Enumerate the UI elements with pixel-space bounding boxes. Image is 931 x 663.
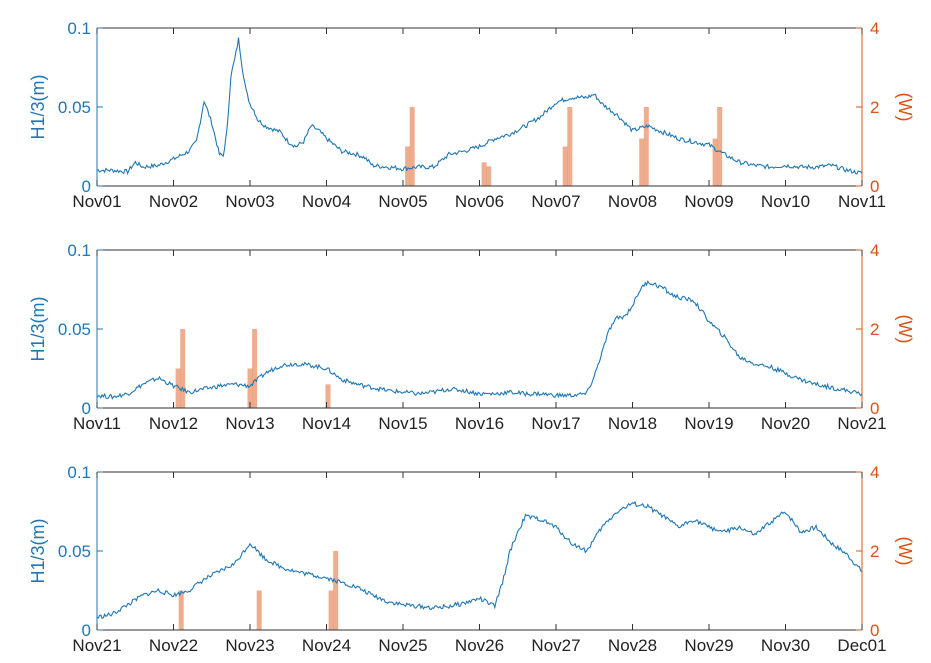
- right-tick-label: 0: [870, 621, 879, 640]
- left-tick-label: 0: [82, 177, 91, 196]
- x-tick-label: Nov15: [378, 414, 427, 433]
- left-tick-label: 0.05: [58, 98, 91, 117]
- x-tick-label: Nov21: [72, 636, 121, 655]
- bar-mark: [247, 368, 253, 408]
- bar-mark: [252, 329, 258, 408]
- x-tick-label: Nov01: [72, 192, 121, 211]
- left-axis-label: H1/3(m): [28, 74, 48, 139]
- bar-mark: [486, 166, 492, 187]
- left-tick-label: 0.1: [67, 241, 91, 260]
- right-tick-label: 2: [870, 98, 879, 117]
- right-tick-label: 0: [870, 177, 879, 196]
- bar-mark: [717, 107, 723, 186]
- bar-mark: [481, 162, 487, 186]
- x-tick-label: Nov25: [378, 636, 427, 655]
- x-tick-label: Nov24: [302, 636, 351, 655]
- chart-panel-1: 0 0.05 0.1 0 2 4 Nov01 Nov02 Nov03 Nov04 Nov05 Nov0…: [28, 19, 915, 211]
- chart-panel-2: 0 0.05 0.1 0 2 4 Nov11 Nov12 Nov13 Nov14 Nov15 Nov1…: [28, 241, 915, 433]
- x-tick-label: Nov20: [761, 414, 810, 433]
- x-tick-label: Nov06: [455, 192, 504, 211]
- right-tick-label: 4: [870, 463, 879, 482]
- left-tick-label: 0: [82, 399, 91, 418]
- wave-height-line: [96, 280, 863, 400]
- bar-mark: [562, 146, 568, 186]
- chart-panel-3: 0 0.05 0.1 0 2 4 Nov21 Nov22 Nov23 Nov24 Nov25 Nov2…: [28, 463, 915, 655]
- x-tick-label: Nov28: [608, 636, 657, 655]
- right-axis-label: (W): [895, 93, 915, 122]
- bar-mark: [175, 368, 181, 408]
- x-tick-label: Nov03: [225, 192, 274, 211]
- bar-mark: [567, 107, 573, 186]
- bar-mark: [328, 590, 334, 630]
- x-tick-label: Nov22: [149, 636, 198, 655]
- bar-mark: [712, 138, 718, 186]
- wave-height-line: [96, 500, 863, 620]
- x-tick-label: Nov29: [684, 636, 733, 655]
- x-tick-label: Nov18: [608, 414, 657, 433]
- right-tick-label: 4: [870, 241, 879, 260]
- x-tick-label: Nov26: [455, 636, 504, 655]
- left-tick-label: 0.1: [67, 19, 91, 38]
- x-tick-label: Nov02: [149, 192, 198, 211]
- x-tick-label: Nov16: [455, 414, 504, 433]
- left-tick-label: 0.1: [67, 463, 91, 482]
- bar-mark: [180, 329, 186, 408]
- x-tick-label: Nov08: [608, 192, 657, 211]
- left-axis-label: H1/3(m): [28, 296, 48, 361]
- x-tick-label: Nov14: [302, 414, 351, 433]
- left-tick-label: 0.05: [58, 320, 91, 339]
- x-tick-label: Nov30: [761, 636, 810, 655]
- left-tick-label: 0.05: [58, 542, 91, 561]
- left-axis-label: H1/3(m): [28, 518, 48, 583]
- x-tick-label: Nov11: [73, 414, 121, 433]
- x-tick-label: Nov11: [838, 192, 886, 211]
- left-tick-label: 0: [82, 621, 91, 640]
- right-tick-label: 2: [870, 320, 879, 339]
- x-tick-label: Nov13: [225, 414, 274, 433]
- x-tick-label: Nov27: [531, 636, 580, 655]
- bar-mark: [256, 590, 262, 630]
- x-tick-label: Nov17: [531, 414, 580, 433]
- bar-mark: [405, 146, 411, 186]
- right-tick-label: 2: [870, 542, 879, 561]
- bar-mark: [409, 107, 415, 186]
- bar-mark: [333, 551, 339, 630]
- x-tick-label: Nov10: [761, 192, 810, 211]
- x-tick-label: Nov19: [684, 414, 733, 433]
- x-tick-label: Nov09: [684, 192, 733, 211]
- bar-mark: [178, 590, 184, 630]
- bar-mark: [325, 384, 331, 408]
- x-tick-label: Nov21: [837, 414, 886, 433]
- right-tick-label: 0: [870, 399, 879, 418]
- right-axis-label: (W): [895, 315, 915, 344]
- bar-mark: [643, 107, 649, 186]
- x-tick-label: Dec01: [837, 636, 886, 655]
- x-tick-label: Nov05: [378, 192, 427, 211]
- x-tick-label: Nov12: [149, 414, 198, 433]
- x-tick-label: Nov04: [302, 192, 351, 211]
- right-axis-label: (W): [895, 537, 915, 566]
- x-tick-label: Nov07: [531, 192, 580, 211]
- x-tick-label: Nov23: [225, 636, 274, 655]
- bar-mark: [639, 138, 645, 186]
- wave-height-line: [96, 37, 863, 176]
- right-tick-label: 4: [870, 19, 879, 38]
